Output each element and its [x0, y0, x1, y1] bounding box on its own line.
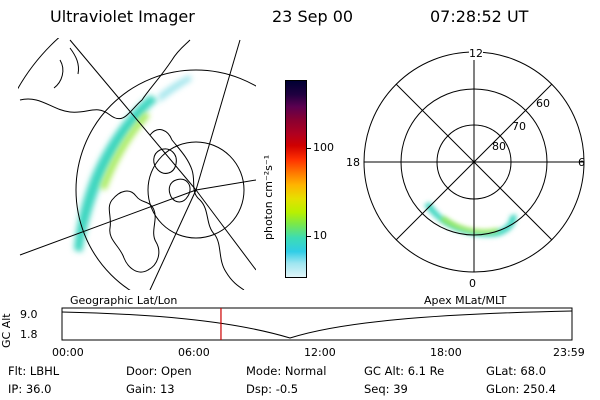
mlt-label-18: 18 — [346, 156, 360, 169]
colorbar-gradient — [286, 81, 306, 277]
island — [108, 190, 160, 273]
aurora-oval-core — [440, 216, 498, 234]
status-value: 6.1 Re — [407, 364, 445, 378]
aurora-core — [100, 112, 150, 190]
colorbar-tick — [306, 236, 311, 237]
mlt-axis — [395, 83, 553, 241]
status-label: GLat: — [486, 364, 517, 378]
mlt-label-12: 12 — [469, 47, 483, 60]
meridian — [195, 179, 256, 191]
aurora-faint — [158, 75, 192, 102]
timeline-y-title: GC Alt — [0, 313, 13, 348]
status-value: 68.0 — [520, 364, 547, 378]
colorbar-tick-label: 100 — [313, 141, 334, 154]
status-value: Normal — [284, 364, 327, 378]
header-date: 23 Sep 00 — [272, 7, 354, 26]
mlt-label-6: 6 — [578, 156, 585, 169]
lat-circle — [75, 69, 256, 290]
mlt-axis — [395, 83, 553, 241]
status-label: Gain: — [126, 382, 157, 396]
mlt-label-0: 0 — [469, 277, 476, 290]
geo-map-label: Geographic Lat/Lon — [70, 294, 178, 307]
status-label: Dsp: — [246, 382, 273, 396]
status-label: Mode: — [246, 364, 282, 378]
mlat-ring-60 — [400, 88, 548, 236]
mlat-label-60: 60 — [536, 97, 550, 110]
timeline-y-tick: 1.8 — [20, 328, 38, 341]
status-value: 39 — [393, 382, 408, 396]
status-label: GLon: — [486, 382, 520, 396]
gc-alt-curve — [61, 310, 573, 339]
coastline — [19, 39, 191, 120]
meridian — [69, 39, 197, 191]
timeline-x-tick: 12:00 — [304, 346, 336, 359]
mlat-label-70: 70 — [512, 120, 526, 133]
status-value: 36.0 — [25, 382, 52, 396]
status-value: LBHL — [29, 364, 60, 378]
mlat-ring-outer — [363, 51, 585, 273]
mlat-label-80: 80 — [492, 140, 506, 153]
meridian — [195, 189, 256, 271]
aurora-oval — [424, 202, 517, 237]
timeline-x-tick: 23:59 — [553, 346, 585, 359]
timeline-x-tick: 18:00 — [430, 346, 462, 359]
aurora-band — [74, 95, 158, 252]
status-label: IP: — [8, 382, 23, 396]
coastline — [53, 47, 79, 89]
lat-circle — [18, 38, 60, 90]
meridian — [19, 189, 197, 256]
timeline-frame — [61, 307, 573, 341]
status-label: GC Alt: — [364, 364, 405, 378]
colorbar-tick-label: 10 — [313, 229, 327, 242]
status-label: Door: — [126, 364, 158, 378]
timeline-x-tick: 00:00 — [52, 346, 84, 359]
polar-plot-label: Apex MLat/MLT — [424, 294, 507, 307]
timeline-y-tick: 9.0 — [20, 308, 38, 321]
mlat-ring-80 — [436, 124, 512, 200]
colorbar-tick — [306, 148, 311, 149]
lat-circle — [147, 141, 245, 239]
meridian — [195, 39, 241, 191]
status-label: Flt: — [8, 364, 27, 378]
timeline-x-tick: 06:00 — [178, 346, 210, 359]
header-time: 07:28:52 UT — [430, 7, 529, 26]
colorbar — [285, 80, 307, 278]
coastline — [149, 129, 245, 290]
app-title: Ultraviolet Imager — [50, 7, 195, 26]
island — [153, 148, 177, 174]
meridian — [149, 189, 197, 290]
island — [168, 178, 191, 203]
status-value: Open — [160, 364, 192, 378]
colorbar-unit-label: photon cm⁻²s⁻¹ — [262, 154, 275, 240]
status-value: -0.5 — [275, 382, 299, 396]
status-value: 250.4 — [522, 382, 556, 396]
status-value: 13 — [159, 382, 175, 396]
status-label: Seq: — [364, 382, 390, 396]
